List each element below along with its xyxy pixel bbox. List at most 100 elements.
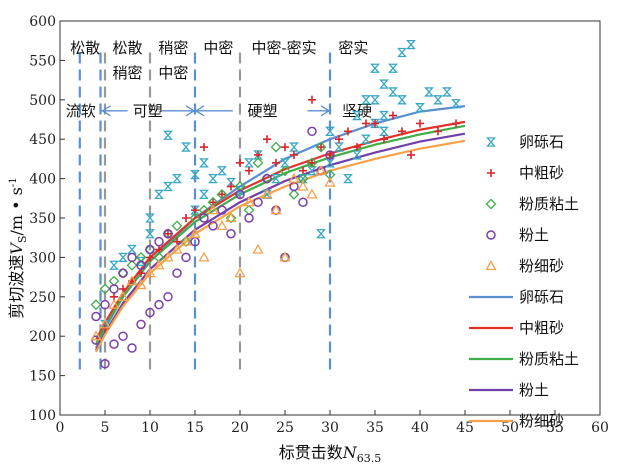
point-0-31 (334, 142, 344, 152)
fit-line-0 (94, 105, 466, 349)
legend-marker-3 (486, 230, 496, 240)
point-4-25 (315, 164, 327, 175)
x-tick-label-7: 35 (366, 420, 384, 436)
point-3-3 (100, 299, 110, 310)
point-3-9 (127, 252, 137, 263)
point-1-21 (290, 150, 298, 159)
point-2-25 (315, 141, 327, 153)
point-1-13 (218, 190, 226, 199)
x-tick-label-10: 50 (501, 420, 519, 436)
density-label-0: 松散 (70, 39, 100, 57)
x-tick-label-5: 25 (276, 420, 294, 436)
point-0-39 (370, 118, 380, 129)
point-4-4 (126, 275, 138, 286)
point-0-44 (388, 87, 398, 97)
point-4-24 (306, 188, 318, 199)
y-tick-label-2: 200 (29, 329, 56, 345)
point-0-43 (388, 63, 398, 73)
point-4-11 (189, 227, 201, 238)
point-3-5 (109, 284, 119, 294)
point-4-14 (216, 220, 228, 231)
point-1-4 (137, 269, 145, 278)
point-2-18 (252, 157, 264, 169)
point-0-2 (118, 252, 128, 263)
legend-label-2: 粉质粘土 (519, 195, 579, 213)
x-tick-label-3: 15 (186, 420, 204, 436)
point-0-35 (361, 95, 371, 105)
point-4-1 (99, 318, 111, 329)
point-0-38 (370, 95, 380, 105)
point-1-38 (452, 119, 460, 128)
point-0-24 (280, 158, 290, 168)
point-1-28 (344, 127, 352, 136)
legend-label-9: 粉细砂 (519, 412, 564, 430)
y-tick-label-6: 400 (29, 172, 56, 188)
legend-marker-2 (485, 198, 497, 210)
legend-marker-1 (487, 169, 495, 177)
arrowhead-hard-right (320, 105, 331, 117)
consistency-label-0: 流软 (66, 102, 96, 120)
point-0-51 (442, 87, 452, 97)
x-tick-label-0: 0 (56, 420, 65, 436)
point-0-46 (397, 95, 407, 105)
point-0-28 (316, 229, 326, 239)
point-0-34 (352, 150, 362, 160)
point-4-0 (90, 330, 102, 341)
point-3-12 (145, 307, 155, 318)
point-3-35 (325, 150, 335, 160)
point-1-33 (389, 111, 397, 120)
point-0-29 (325, 126, 335, 136)
y-axis-title: 剪切波速VS/m • s-1 (7, 177, 29, 318)
point-1-31 (371, 119, 379, 128)
point-1-25 (317, 143, 325, 152)
y-tick-label-4: 300 (29, 250, 56, 266)
point-3-4 (109, 339, 119, 349)
point-2-21 (279, 165, 291, 177)
point-0-13 (190, 205, 200, 215)
point-3-10 (136, 319, 146, 330)
point-1-29 (353, 143, 361, 152)
consistency-label-3: 坚硬 (342, 102, 372, 120)
point-3-1 (91, 311, 101, 322)
point-0-8 (163, 181, 173, 192)
point-0-12 (190, 170, 200, 180)
y-tick-label-0: 100 (29, 408, 56, 424)
point-4-22 (288, 172, 300, 183)
point-3-14 (154, 299, 164, 310)
point-4-15 (225, 212, 237, 223)
point-0-49 (424, 87, 434, 97)
y-tick-label-1: 150 (29, 369, 56, 385)
density-label-7: 密实 (338, 39, 368, 57)
point-0-42 (379, 126, 389, 136)
point-0-9 (163, 130, 173, 140)
legend-marker-0 (486, 137, 496, 147)
y-tick-label-9: 550 (29, 53, 56, 69)
point-2-20 (270, 141, 282, 153)
point-3-2 (100, 359, 110, 369)
point-1-18 (263, 135, 271, 144)
point-4-6 (144, 267, 156, 278)
point-3-13 (145, 244, 155, 255)
point-2-22 (288, 188, 300, 200)
legend-label-3: 粉土 (519, 226, 549, 244)
point-0-33 (352, 110, 362, 121)
point-4-26 (324, 176, 336, 187)
density-label-6: 中密-密实 (252, 39, 317, 57)
point-0-21 (253, 150, 263, 160)
x-tick-label-9: 45 (456, 420, 474, 436)
point-4-3 (117, 290, 129, 301)
fit-line-4 (95, 139, 466, 353)
point-3-15 (154, 236, 164, 247)
point-4-9 (171, 243, 183, 254)
point-1-9 (182, 214, 190, 222)
point-0-16 (208, 173, 218, 184)
point-3-24 (226, 229, 236, 239)
point-1-15 (236, 158, 244, 167)
point-0-15 (199, 189, 209, 200)
point-0-40 (379, 79, 389, 89)
point-2-1 (99, 283, 111, 295)
legend-label-1: 中粗砂 (519, 164, 564, 182)
point-3-32 (298, 197, 308, 207)
point-3-16 (163, 292, 173, 302)
x-tick-label-12: 60 (591, 420, 609, 436)
